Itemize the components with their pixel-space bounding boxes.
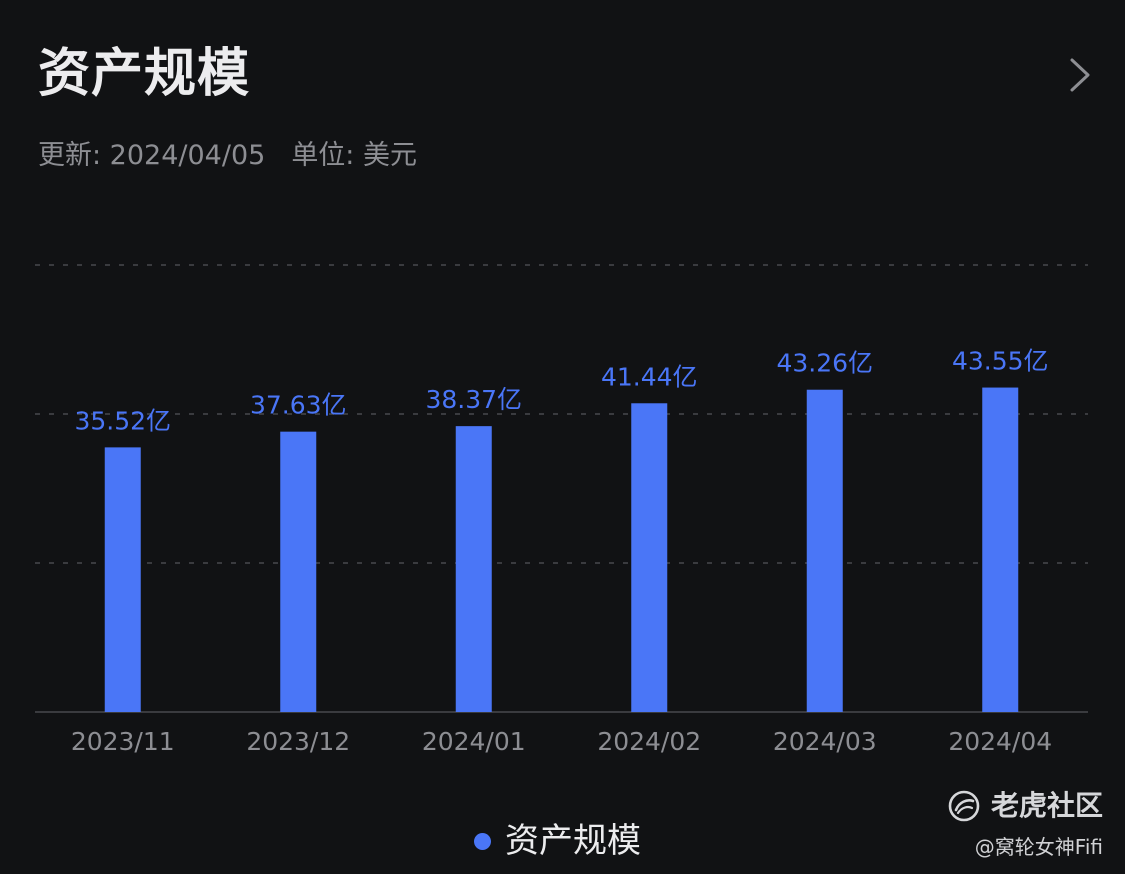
value-label: 35.52亿 xyxy=(74,406,171,435)
x-tick-label: 2023/11 xyxy=(71,727,175,756)
watermark-brand-name: 老虎社区 xyxy=(990,789,1103,822)
chevron-right-icon xyxy=(1070,58,1090,92)
bar-2024-01[interactable] xyxy=(455,426,492,712)
value-label: 43.55亿 xyxy=(952,347,1049,376)
chart-legend: 资产规模 xyxy=(474,816,641,866)
bars xyxy=(104,387,1019,712)
bar-2024-02[interactable] xyxy=(631,403,668,712)
x-tick-labels: 2023/11 2023/12 2024/01 2024/02 2024/03 2024/… xyxy=(71,727,1052,756)
x-tick-label: 2024/03 xyxy=(773,727,877,756)
watermark-handle: @窝轮女神Fifi xyxy=(974,835,1103,859)
watermark-brand: 老虎社区 xyxy=(947,786,1103,826)
x-tick-label: 2024/04 xyxy=(948,727,1052,756)
grid-lines xyxy=(35,264,1088,713)
value-label: 41.44亿 xyxy=(601,362,698,391)
x-tick-label: 2024/01 xyxy=(422,727,526,756)
tiger-logo-icon xyxy=(948,790,980,822)
bar-2023-12[interactable] xyxy=(280,431,317,712)
x-tick-label: 2024/02 xyxy=(597,727,701,756)
legend-label: 资产规模 xyxy=(505,821,641,861)
value-label: 43.26亿 xyxy=(776,349,873,378)
x-tick-label: 2023/12 xyxy=(246,727,350,756)
updated-date: 更新: 2024/04/05 xyxy=(38,140,266,171)
legend-marker xyxy=(474,832,491,850)
value-label: 38.37亿 xyxy=(425,385,522,414)
value-label: 37.63亿 xyxy=(250,391,347,420)
page-title: 资产规模 xyxy=(38,44,251,104)
value-labels: 35.52亿 37.63亿 38.37亿 41.44亿 43.26亿 43.55亿 xyxy=(74,347,1048,436)
more-button[interactable] xyxy=(1058,50,1102,100)
bar-2023-11[interactable] xyxy=(104,447,141,712)
bar-chart: 35.52亿 37.63亿 38.37亿 41.44亿 43.26亿 43.55亿 202… xyxy=(35,264,1088,756)
bar-2024-03[interactable] xyxy=(806,389,843,712)
bar-2024-04[interactable] xyxy=(982,387,1019,712)
unit-label: 单位: 美元 xyxy=(291,140,417,171)
chart-meta: 更新: 2024/04/05 单位: 美元 xyxy=(38,136,417,176)
